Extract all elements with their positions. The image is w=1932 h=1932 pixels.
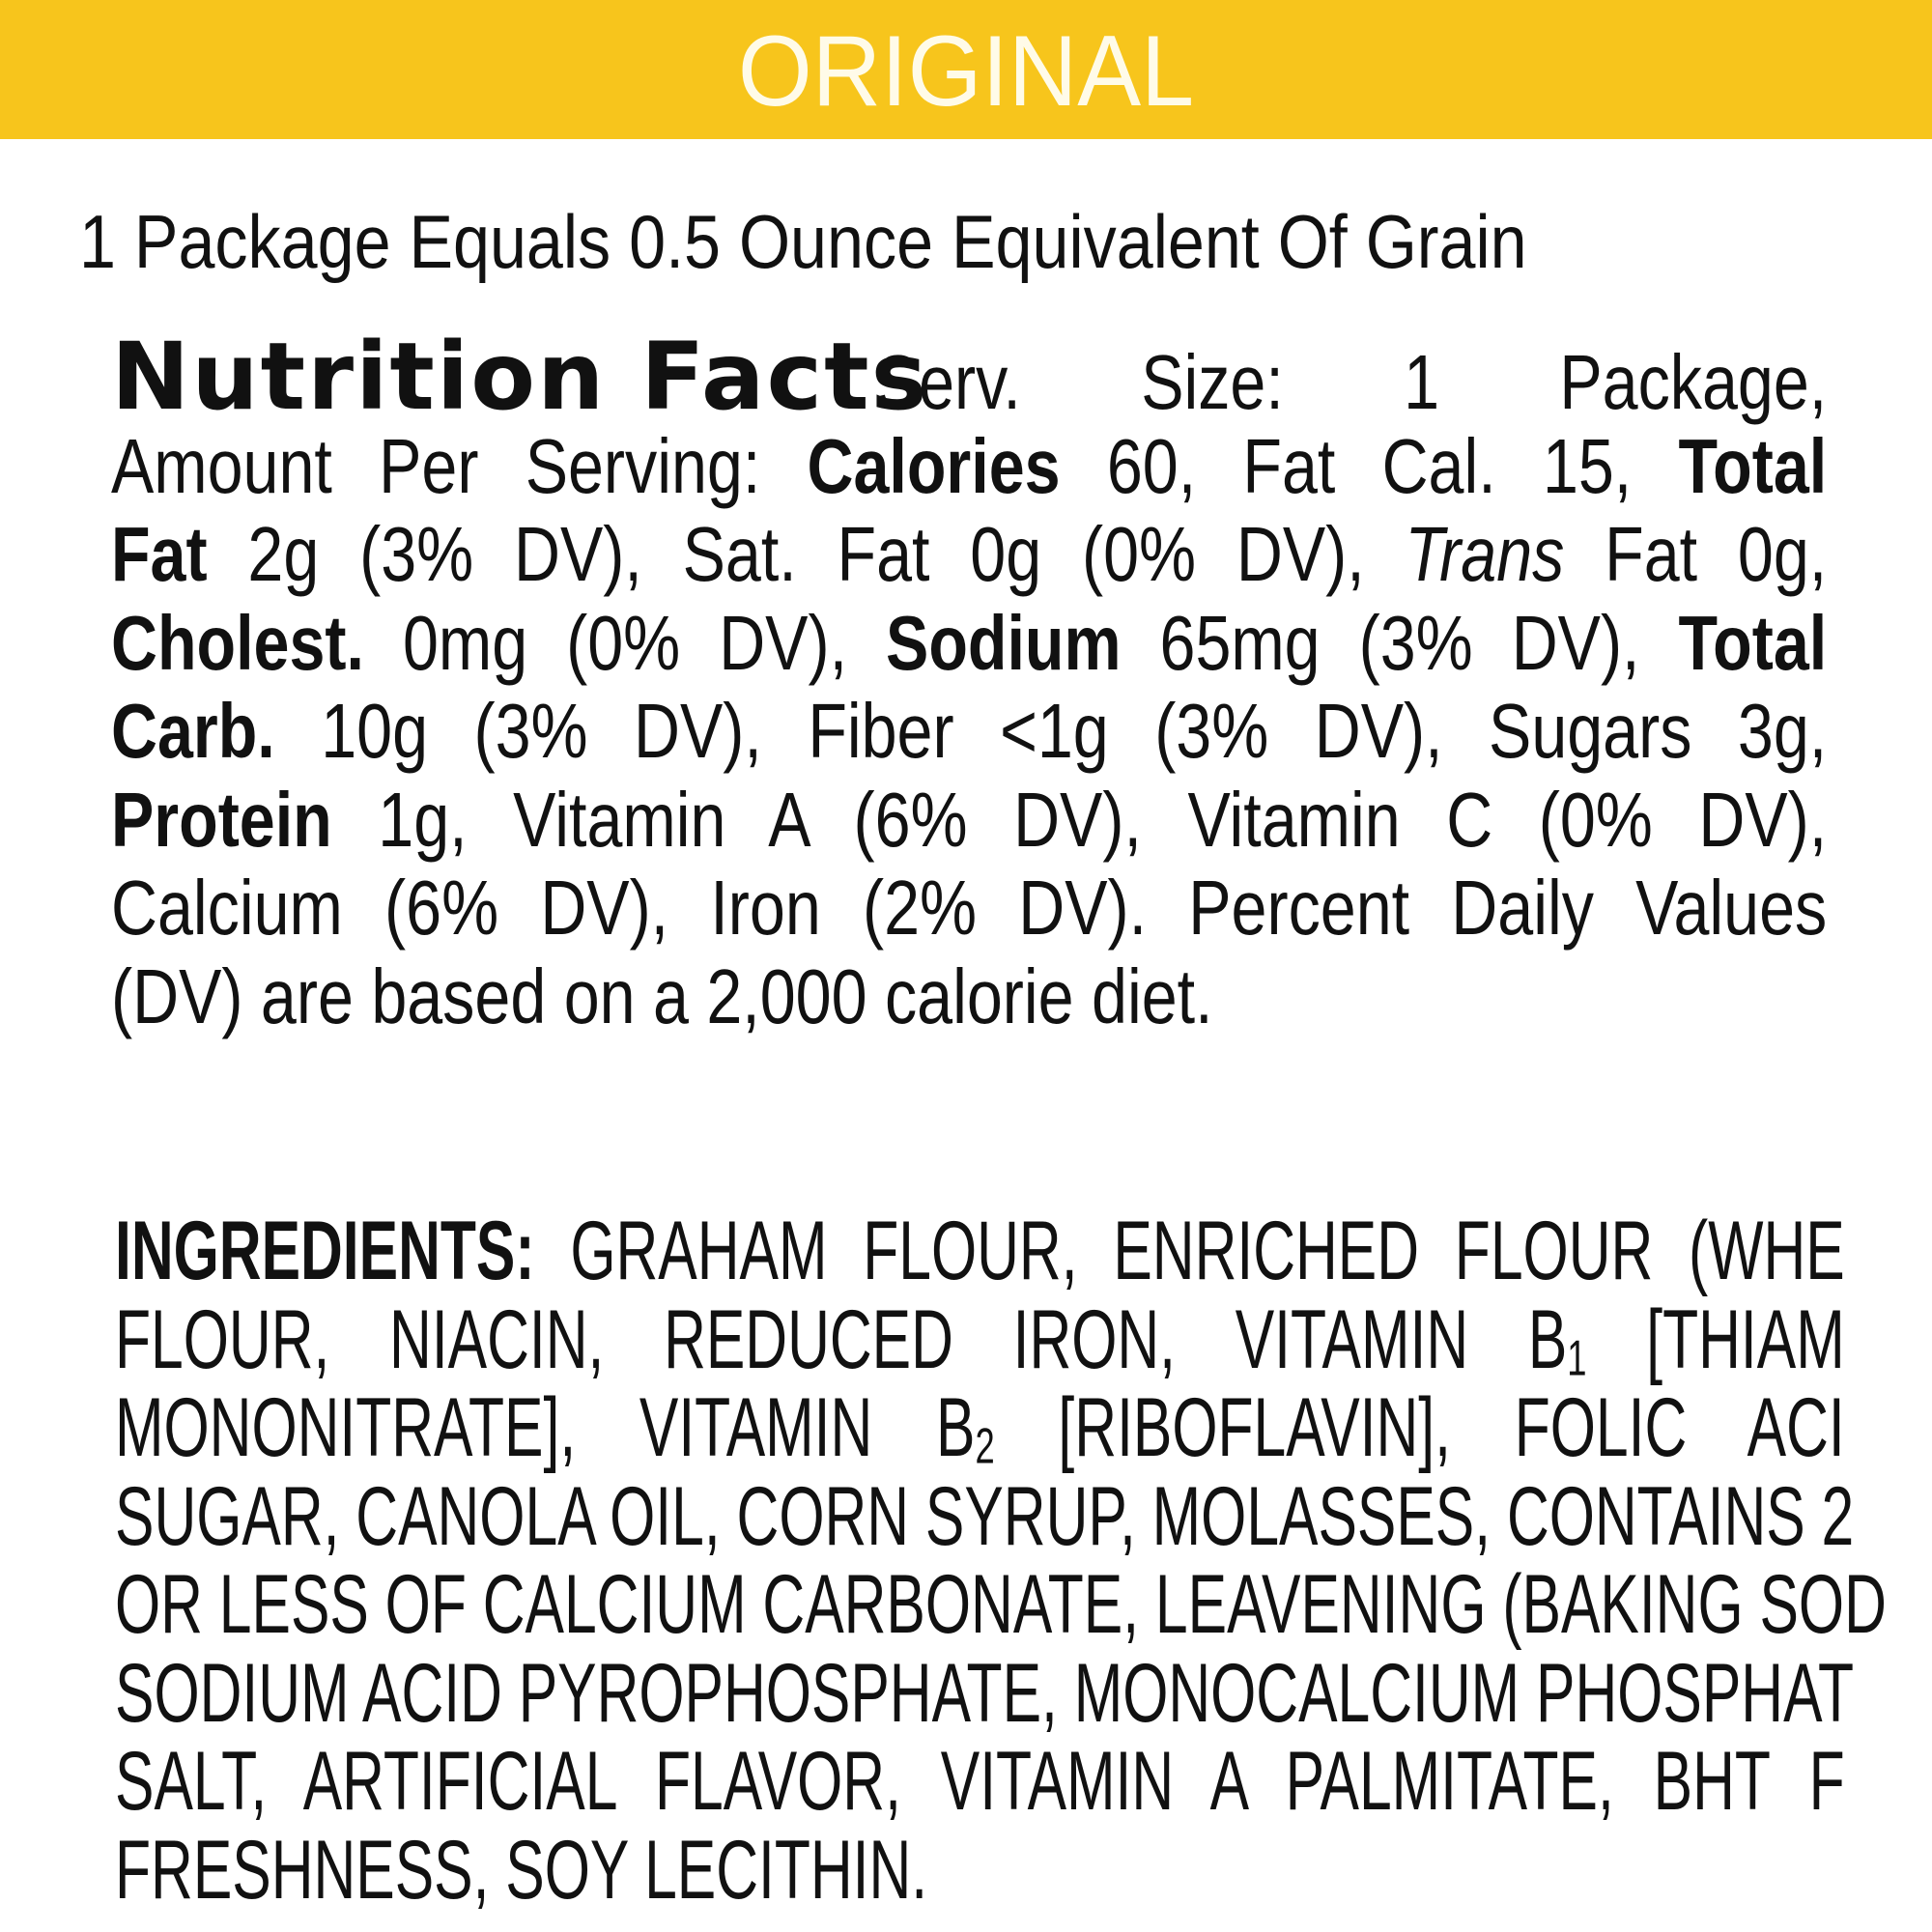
- serving-size: Serv. Size: 1 Package,: [875, 339, 1828, 425]
- ingredients-line: SALT, ARTIFICIAL FLAVOR, VITAMIN A PALMI…: [115, 1735, 1845, 1828]
- nutrition-line: Fat 2g (3% DV), Sat. Fat 0g (0% DV), Tra…: [111, 511, 1828, 597]
- nutrition-line: Protein 1g, Vitamin A (6% DV), Vitamin C…: [111, 776, 1828, 863]
- nutrition-line: Amount Per Serving: Calories 60, Fat Cal…: [111, 422, 1828, 509]
- nutrition-line: Cholest. 0mg (0% DV), Sodium 65mg (3% DV…: [111, 599, 1828, 686]
- ingredients-line: SUGAR, CANOLA OIL, CORN SYRUP, MOLASSES,…: [115, 1469, 1855, 1563]
- ingredients-label: INGREDIENTS:: [115, 1205, 535, 1297]
- nutrition-facts-heading: Nutrition Facts: [111, 323, 929, 431]
- flavor-banner: [0, 0, 1932, 139]
- nutrition-facts: Nutrition FactsServ. Size: 1 Package, Am…: [111, 323, 1828, 1040]
- nutrition-line: Carb. 10g (3% DV), Fiber <1g (3% DV), Su…: [111, 688, 1828, 774]
- ingredients-line: MONONITRATE], VITAMIN B2 [RIBOFLAVIN], F…: [115, 1381, 1845, 1474]
- nutrition-line: Nutrition FactsServ. Size: 1 Package,: [111, 323, 1828, 431]
- ingredients-line: FLOUR, NIACIN, REDUCED IRON, VITAMIN B1 …: [115, 1293, 1845, 1386]
- ingredients-line: FRESHNESS, SOY LECITHIN.: [115, 1823, 928, 1917]
- nutrition-line: Calcium (6% DV), Iron (2% DV). Percent D…: [111, 865, 1828, 951]
- nutrition-line: (DV) are based on a 2,000 calorie diet.: [111, 952, 1213, 1039]
- ingredients-line: INGREDIENTS: GRAHAM FLOUR, ENRICHED FLOU…: [115, 1205, 1845, 1297]
- flavor-title: ORIGINAL: [737, 15, 1195, 128]
- ingredients: INGREDIENTS: GRAHAM FLOUR, ENRICHED FLOU…: [115, 1205, 1887, 1917]
- ingredients-line: SODIUM ACID PYROPHOSPHATE, MONOCALCIUM P…: [115, 1646, 1855, 1740]
- ingredients-line: OR LESS OF CALCIUM CARBONATE, LEAVENING …: [115, 1558, 1887, 1651]
- grain-equivalent-statement: 1 Package Equals 0.5 Ounce Equivalent Of…: [79, 199, 1527, 284]
